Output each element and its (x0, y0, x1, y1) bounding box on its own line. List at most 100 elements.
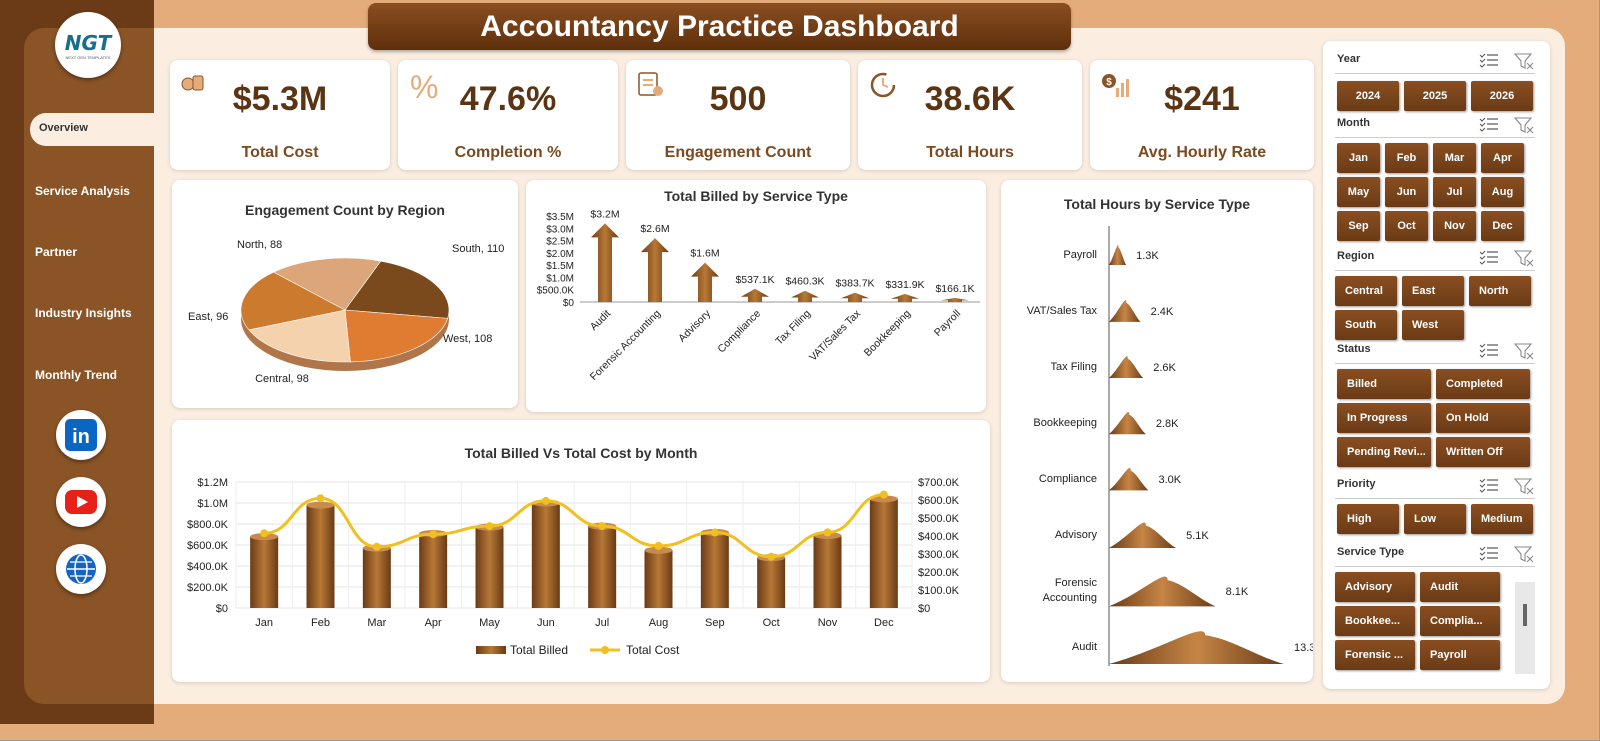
bar (588, 526, 617, 608)
chart-title: Total Billed Vs Total Cost by Month (464, 445, 698, 461)
slicer-button[interactable]: High (1337, 504, 1399, 534)
slicer-button[interactable]: 2025 (1404, 81, 1466, 111)
multi-select-icon[interactable] (1479, 478, 1498, 493)
logo: NGT NEXT GEN TEMPLATES (55, 12, 121, 78)
x-tick-label: Compliance (715, 308, 763, 356)
chart-card-hours-service: Total Hours by Service Type 1.3K Payroll 2… (1001, 180, 1313, 682)
globe-icon[interactable] (56, 544, 106, 594)
slicer-button[interactable]: West (1402, 310, 1464, 340)
slicer-button[interactable]: Advisory (1335, 572, 1415, 602)
multi-select-icon[interactable] (1479, 343, 1498, 358)
check-mark (1479, 122, 1486, 127)
slicer-button[interactable]: 2024 (1337, 81, 1399, 111)
slicer-button[interactable]: Written Off (1436, 437, 1530, 467)
multi-select-icon[interactable] (1479, 546, 1498, 561)
slicer-button[interactable]: South (1335, 310, 1397, 340)
multi-select-icon[interactable] (1479, 250, 1498, 265)
y-tick-label: Forensic (1055, 577, 1098, 589)
clear-filter-icon[interactable] (1513, 546, 1534, 563)
y-tick-label: Tax Filing (1051, 361, 1097, 373)
y-tick-label: $600.0K (187, 540, 229, 552)
slicer-button[interactable]: Medium (1471, 504, 1533, 534)
y-tick-label: $2.0M (546, 249, 574, 260)
nav-item-monthly-trend[interactable]: Monthly Trend (35, 368, 117, 382)
slicer-button[interactable]: Audit (1420, 572, 1500, 602)
bar (741, 288, 769, 302)
slicer-button[interactable]: Jul (1433, 177, 1476, 207)
slicer-button[interactable]: In Progress (1337, 403, 1431, 433)
kpi-label: Total Cost (241, 144, 319, 161)
clear-filter-icon[interactable] (1513, 343, 1534, 360)
slicer-button[interactable]: Jan (1337, 143, 1380, 173)
slicer-button[interactable]: Completed (1436, 369, 1530, 399)
linkedin-icon[interactable]: in (56, 410, 106, 460)
nav-item-partner[interactable]: Partner (35, 245, 78, 259)
check-mark (1479, 255, 1486, 260)
y-tick-label: $0 (216, 603, 228, 615)
pie-slice (272, 257, 382, 311)
slicer-title-priority: Priority (1337, 478, 1376, 490)
y-tick-label: $500.0K (537, 286, 575, 297)
y-tick-label: $1.5M (546, 261, 574, 272)
x-tick-label: Bookkeeping (862, 308, 914, 360)
slicer-button[interactable]: North (1469, 276, 1531, 306)
clear-filter-icon[interactable] (1513, 478, 1534, 495)
slicer-button[interactable]: Complia... (1420, 606, 1500, 636)
nav-item-service-analysis[interactable]: Service Analysis (35, 184, 130, 198)
y-tick-label: VAT/Sales Tax (1027, 305, 1098, 317)
funnel (1513, 53, 1533, 69)
slicer-button[interactable]: Bookkee... (1335, 606, 1415, 636)
x-tick-label: Oct (763, 617, 780, 629)
pie-data-label: East, 96 (188, 311, 228, 323)
slicer-button[interactable]: 2026 (1471, 81, 1533, 111)
multi-select-icon[interactable] (1479, 53, 1498, 68)
y2-tick-label: $300.0K (918, 549, 960, 561)
multi-select-icon[interactable] (1479, 117, 1498, 132)
y2-tick-label: $600.0K (918, 495, 960, 507)
slicer-button[interactable]: May (1337, 177, 1380, 207)
slicer-button[interactable]: Pending Revi... (1337, 437, 1431, 467)
slicer-button[interactable]: Jun (1385, 177, 1428, 207)
y-tick-label: $1.0M (197, 498, 228, 510)
check-mark (1479, 260, 1486, 265)
youtube-icon[interactable] (56, 477, 106, 527)
line-point (372, 542, 381, 551)
clear-filter-icon[interactable] (1513, 53, 1534, 70)
slicer-button[interactable]: Feb (1385, 143, 1428, 173)
x-tick-label: Feb (311, 617, 330, 629)
x-tick-label: Sep (705, 617, 725, 629)
slicer-title-service: Service Type (1337, 546, 1405, 558)
slicer-button[interactable]: Dec (1481, 211, 1524, 241)
clear-filter-icon[interactable] (1513, 117, 1534, 134)
slicer-button[interactable]: Oct (1385, 211, 1428, 241)
kpi-label: Total Hours (926, 144, 1014, 161)
check-mark (1479, 343, 1486, 348)
slicer-button[interactable]: Central (1335, 276, 1397, 306)
slicer-button[interactable]: Apr (1481, 143, 1524, 173)
bar (791, 290, 819, 302)
line-point (260, 529, 269, 538)
nav-item-industry-insights[interactable]: Industry Insights (35, 306, 132, 320)
kpi-label: Engagement Count (664, 144, 812, 161)
slicer-button[interactable]: On Hold (1436, 403, 1530, 433)
data-label: $2.6M (640, 223, 669, 235)
slicer-button[interactable]: Nov (1433, 211, 1476, 241)
nav-item-overview[interactable]: Overview (30, 113, 154, 146)
service-scrollbar[interactable] (1515, 582, 1535, 674)
hours-bar-chart: 1.3K Payroll 2.4K VAT/Sales Tax 2.6K Tax Fili… (1027, 226, 1313, 666)
bar (941, 297, 969, 302)
slicer-button[interactable]: Payroll (1420, 640, 1500, 670)
cost-icon (181, 75, 204, 91)
slicer-button[interactable]: Forensic ... (1335, 640, 1415, 670)
slicer-button[interactable]: Billed (1337, 369, 1431, 399)
slicer-button[interactable]: Aug (1481, 177, 1524, 207)
x-tick-label: Advisory (676, 307, 713, 344)
slicer-button[interactable]: Sep (1337, 211, 1380, 241)
bar (1109, 412, 1146, 435)
slicer-button[interactable]: Low (1404, 504, 1466, 534)
bar (591, 223, 619, 302)
slicer-button[interactable]: East (1402, 276, 1464, 306)
scrollbar-thumb[interactable] (1523, 604, 1527, 626)
clear-filter-icon[interactable] (1513, 250, 1534, 267)
slicer-button[interactable]: Mar (1433, 143, 1476, 173)
